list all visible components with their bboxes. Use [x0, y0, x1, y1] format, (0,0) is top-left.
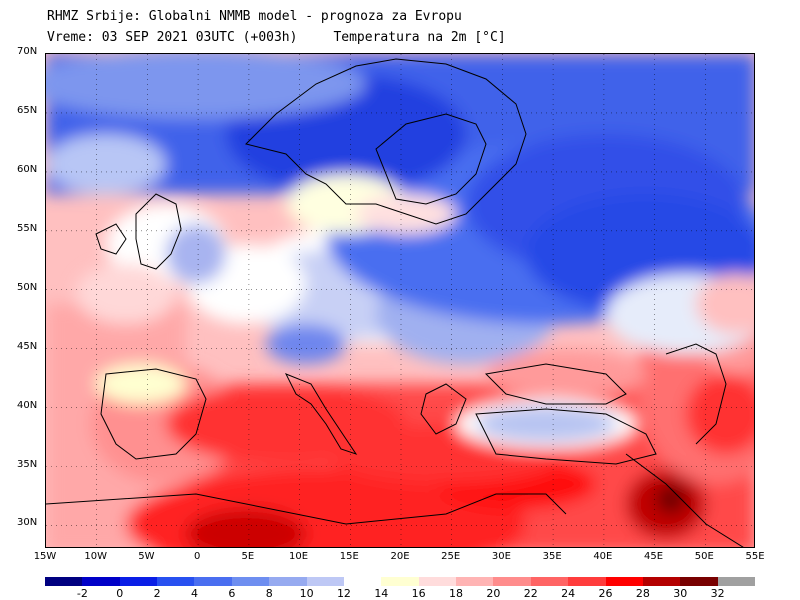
- lon-tick-label: 15W: [33, 551, 57, 562]
- lat-tick-label: 60N: [17, 163, 38, 175]
- colorbar-label: 16: [411, 587, 426, 600]
- colorbar-label: 32: [710, 587, 725, 600]
- temperature-field: [46, 54, 754, 547]
- colorbar-swatch: [82, 577, 121, 586]
- colorbar-label: 12: [336, 587, 351, 600]
- colorbar-swatch: [456, 577, 494, 586]
- colorbar-swatch: [194, 577, 233, 586]
- colorbar-swatch: [493, 577, 532, 586]
- lon-tick-label: 50E: [694, 551, 714, 562]
- coastlines: [46, 58, 744, 547]
- colorbar-swatch: [418, 577, 457, 586]
- colorbar-label: 30: [673, 587, 688, 600]
- colorbar-label: 4: [190, 587, 198, 600]
- colorbar-label: 8: [265, 587, 273, 600]
- colorbar-label: 28: [635, 587, 650, 600]
- colorbar-swatch: [231, 577, 270, 586]
- colorbar-swatch: [605, 577, 644, 586]
- lon-tick-label: 25E: [441, 551, 461, 562]
- colorbar-swatch: [381, 577, 420, 586]
- lon-tick-label: 10W: [84, 551, 108, 562]
- lat-tick-label: 55N: [17, 222, 38, 234]
- colorbar-label: 18: [449, 587, 464, 600]
- temperature-map: [45, 53, 755, 548]
- colorbar-swatch: [306, 577, 345, 586]
- lat-tick-label: 45N: [17, 340, 38, 352]
- colorbar-swatch: [717, 577, 756, 586]
- lon-tick-label: 5E: [241, 551, 255, 562]
- lon-tick-label: 5W: [138, 551, 155, 562]
- colorbar-label: 6: [228, 587, 236, 600]
- colorbar: [45, 577, 756, 586]
- gridlines: [46, 54, 754, 547]
- colorbar-label: 14: [374, 587, 389, 600]
- colorbar-label: 24: [561, 587, 576, 600]
- lon-tick-label: 20E: [390, 551, 410, 562]
- lon-tick-label: 0: [193, 551, 201, 562]
- lat-tick-label: 70N: [17, 46, 38, 57]
- colorbar-label: 20: [486, 587, 501, 600]
- colorbar-label: 26: [598, 587, 613, 600]
- map-title: RHMZ Srbije: Globalni NMMB model - progn…: [47, 9, 462, 24]
- lat-tick-label: 35N: [17, 458, 38, 470]
- lon-tick-label: 30E: [491, 551, 511, 562]
- colorbar-swatch: [680, 577, 719, 586]
- lat-tick-label: 65N: [17, 104, 38, 116]
- lat-tick-label: 30N: [17, 517, 38, 529]
- colorbar-swatch: [530, 577, 569, 586]
- parameter-name: Temperatura na 2m [°C]: [333, 30, 506, 45]
- valid-time: Vreme: 03 SEP 2021 03UTC (+003h): [47, 30, 298, 45]
- lon-tick-label: 10E: [289, 551, 309, 562]
- colorbar-swatch: [119, 577, 158, 586]
- lat-tick-label: 40N: [17, 399, 38, 411]
- colorbar-swatch: [45, 577, 83, 586]
- lon-tick-label: 55E: [745, 551, 765, 562]
- colorbar-label: 2: [153, 587, 161, 600]
- colorbar-swatch: [343, 577, 382, 586]
- lon-tick-label: 35E: [542, 551, 562, 562]
- colorbar-swatch: [269, 577, 308, 586]
- lat-tick-label: 50N: [17, 281, 38, 293]
- colorbar-label: 0: [116, 587, 124, 600]
- lon-tick-label: 45E: [644, 551, 664, 562]
- colorbar-swatch: [642, 577, 681, 586]
- colorbar-label: 22: [523, 587, 538, 600]
- lon-tick-label: 40E: [593, 551, 613, 562]
- colorbar-swatch: [568, 577, 607, 586]
- lon-tick-label: 15E: [339, 551, 359, 562]
- colorbar-label: 10: [299, 587, 314, 600]
- colorbar-swatch: [157, 577, 195, 586]
- map-subtitle: Vreme: 03 SEP 2021 03UTC (+003h) Temperat…: [47, 30, 506, 45]
- colorbar-label: -2: [76, 587, 88, 600]
